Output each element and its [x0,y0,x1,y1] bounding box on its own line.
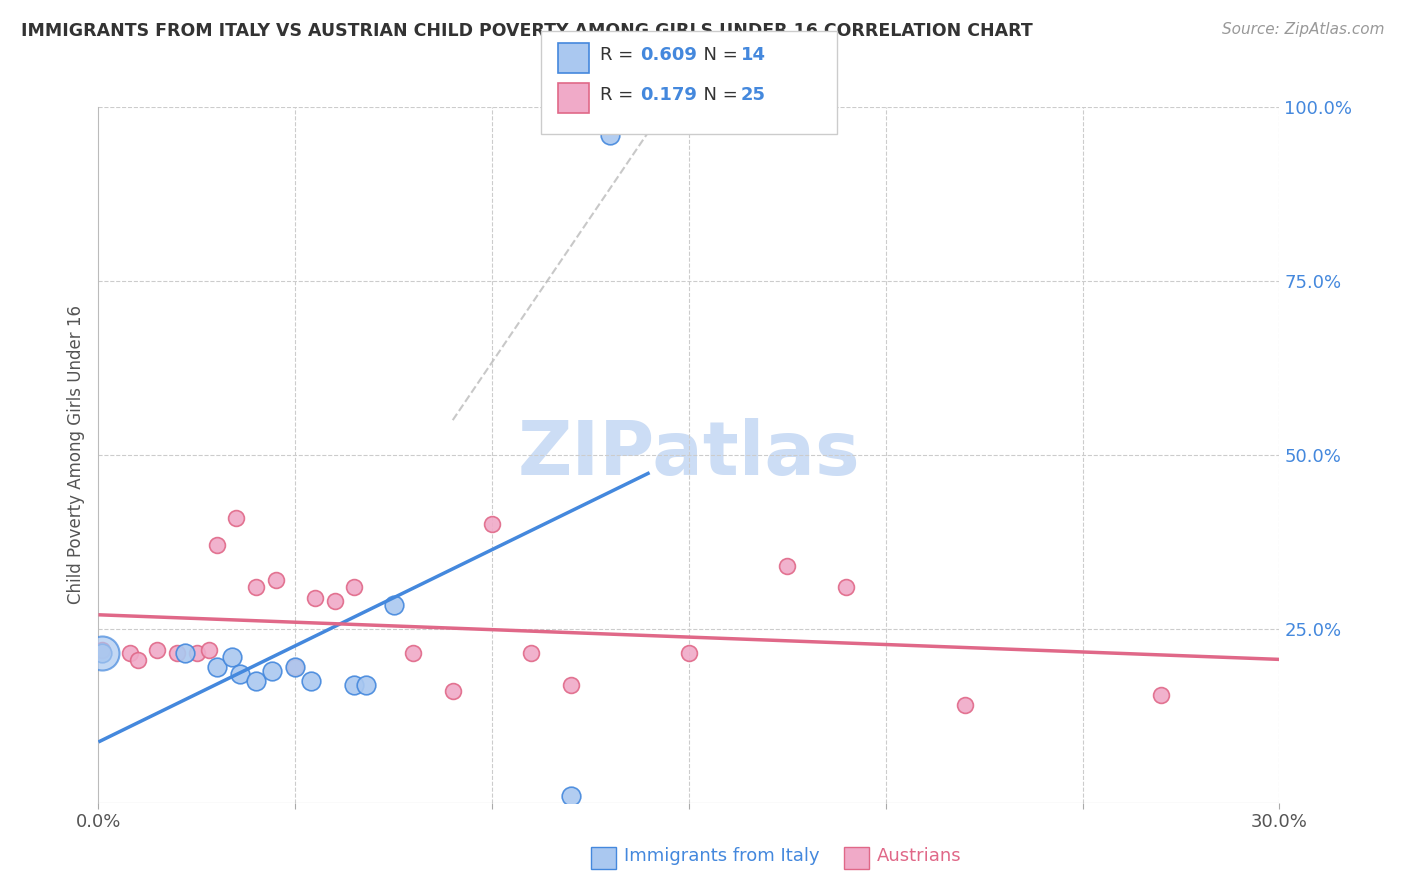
Point [225,510,247,524]
Point [560,789,582,803]
Text: Immigrants from Italy: Immigrants from Italy [624,847,820,865]
Point [118,646,141,660]
Point [560,677,582,691]
Text: Source: ZipAtlas.com: Source: ZipAtlas.com [1222,22,1385,37]
Point [953,698,976,713]
Point [354,677,377,691]
Point [91,646,114,660]
Text: N =: N = [692,46,744,64]
Text: ZIPatlas: ZIPatlas [517,418,860,491]
Text: 0.609: 0.609 [640,46,696,64]
Point [91,642,114,657]
Point [205,660,228,674]
Point [835,580,858,594]
Point [304,591,326,605]
Point [245,674,267,689]
Point [343,677,366,691]
Point [229,667,252,681]
Text: N =: N = [692,87,744,104]
Point [260,664,283,678]
Point [245,580,267,594]
Point [186,646,208,660]
Text: 25: 25 [741,87,766,104]
Point [284,660,307,674]
Point [166,646,188,660]
Point [127,653,149,667]
Point [174,646,197,660]
Point [1150,688,1173,702]
Point [382,598,405,612]
Text: R =: R = [600,87,640,104]
Text: IMMIGRANTS FROM ITALY VS AUSTRIAN CHILD POVERTY AMONG GIRLS UNDER 16 CORRELATION: IMMIGRANTS FROM ITALY VS AUSTRIAN CHILD … [21,22,1033,40]
Point [441,684,464,698]
Point [343,580,366,594]
Point [197,642,219,657]
Text: Austrians: Austrians [877,847,962,865]
Point [264,573,287,587]
Point [520,646,543,660]
Point [599,128,621,142]
Point [205,538,228,552]
Point [221,649,243,664]
Text: R =: R = [600,46,640,64]
Point [776,559,799,574]
Point [402,646,425,660]
Point [146,642,169,657]
Text: 0.179: 0.179 [640,87,696,104]
Point [299,674,322,689]
Y-axis label: Child Poverty Among Girls Under 16: Child Poverty Among Girls Under 16 [66,305,84,605]
Point [678,646,700,660]
Point [323,594,346,608]
Point [481,517,503,532]
Text: 14: 14 [741,46,766,64]
Point [91,646,114,660]
Point [284,660,307,674]
